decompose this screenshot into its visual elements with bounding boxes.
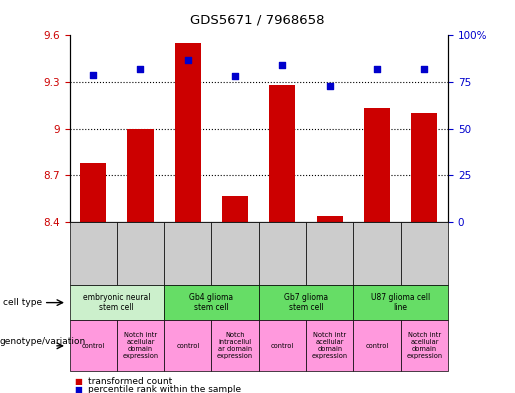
Text: genotype/variation: genotype/variation	[0, 338, 86, 346]
Text: ■: ■	[75, 378, 82, 386]
Text: percentile rank within the sample: percentile rank within the sample	[88, 385, 241, 393]
Bar	[317, 216, 343, 222]
Text: Notch
intracellul
ar domain
expression: Notch intracellul ar domain expression	[217, 332, 253, 359]
Text: embryonic neural
stem cell: embryonic neural stem cell	[83, 293, 150, 312]
Text: GDS5671 / 7968658: GDS5671 / 7968658	[190, 14, 325, 27]
Point	[278, 62, 286, 68]
Point	[420, 66, 428, 72]
Text: ■: ■	[75, 385, 82, 393]
Text: cell type: cell type	[3, 298, 42, 307]
Text: control: control	[81, 343, 105, 349]
Text: Gb7 glioma
stem cell: Gb7 glioma stem cell	[284, 293, 328, 312]
Text: Notch intr
acellular
domain
expression: Notch intr acellular domain expression	[123, 332, 159, 359]
Bar	[222, 196, 248, 222]
Point	[136, 66, 145, 72]
Text: control: control	[176, 343, 199, 349]
Text: Gb4 glioma
stem cell: Gb4 glioma stem cell	[190, 293, 233, 312]
Point	[89, 72, 97, 78]
Point	[373, 66, 381, 72]
Text: Notch intr
acellular
domain
expression: Notch intr acellular domain expression	[406, 332, 442, 359]
Point	[184, 57, 192, 63]
Bar	[411, 113, 437, 222]
Text: control: control	[366, 343, 389, 349]
Point	[231, 73, 239, 79]
Point	[325, 83, 334, 89]
Text: control: control	[271, 343, 294, 349]
Bar	[364, 108, 390, 222]
Text: U87 glioma cell
line: U87 glioma cell line	[371, 293, 431, 312]
Text: transformed count: transformed count	[88, 378, 172, 386]
Bar	[175, 43, 201, 222]
Bar	[269, 85, 296, 222]
Bar	[80, 163, 106, 222]
Bar	[128, 129, 153, 222]
Text: Notch intr
acellular
domain
expression: Notch intr acellular domain expression	[312, 332, 348, 359]
